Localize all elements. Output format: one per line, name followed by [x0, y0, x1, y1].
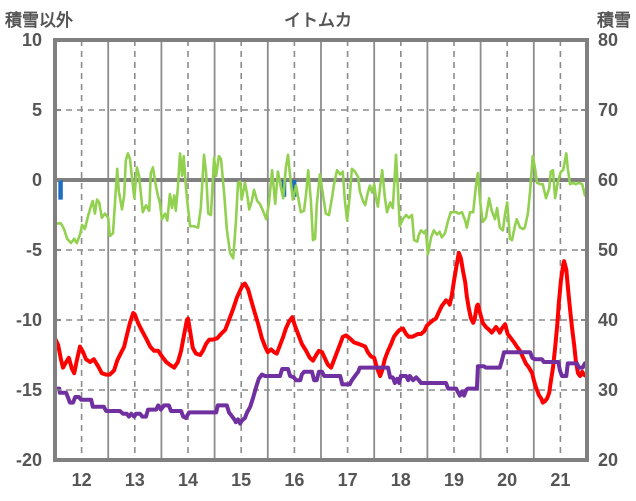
y-right-tick-label: 20 — [598, 450, 618, 470]
purple-line — [53, 350, 589, 426]
x-tick-label: 16 — [284, 470, 304, 490]
y-right-tick-label: 50 — [598, 240, 618, 260]
right-axis-title: 積雪 — [597, 11, 631, 30]
x-tick-label: 15 — [231, 470, 251, 490]
x-tick-label: 19 — [444, 470, 464, 490]
y-left-tick-label: 0 — [32, 170, 42, 190]
y-left-tick-label: -10 — [16, 310, 42, 330]
x-tick-label: 21 — [550, 470, 570, 490]
chart-title: イトムカ — [284, 11, 352, 30]
green-line — [53, 152, 589, 260]
y-left-tick-label: 10 — [22, 30, 42, 50]
y-left-tick-label: 5 — [32, 100, 42, 120]
x-tick-label: 20 — [497, 470, 517, 490]
x-tick-label: 17 — [338, 470, 358, 490]
y-left-tick-label: -5 — [26, 240, 42, 260]
y-left-tick-label: -20 — [16, 450, 42, 470]
y-right-tick-label: 70 — [598, 100, 618, 120]
y-left-tick-label: -15 — [16, 380, 42, 400]
x-tick-label: 18 — [391, 470, 411, 490]
x-tick-label: 12 — [72, 470, 92, 490]
red-line — [53, 250, 589, 405]
y-right-tick-label: 60 — [598, 170, 618, 190]
y-right-tick-label: 40 — [598, 310, 618, 330]
x-tick-label: 14 — [178, 470, 198, 490]
y-right-tick-label: 30 — [598, 380, 618, 400]
left-axis-title: 積雪以外 — [5, 11, 73, 30]
x-tick-label: 13 — [125, 470, 145, 490]
blue-bar — [58, 180, 63, 200]
y-right-tick-label: 80 — [598, 30, 618, 50]
